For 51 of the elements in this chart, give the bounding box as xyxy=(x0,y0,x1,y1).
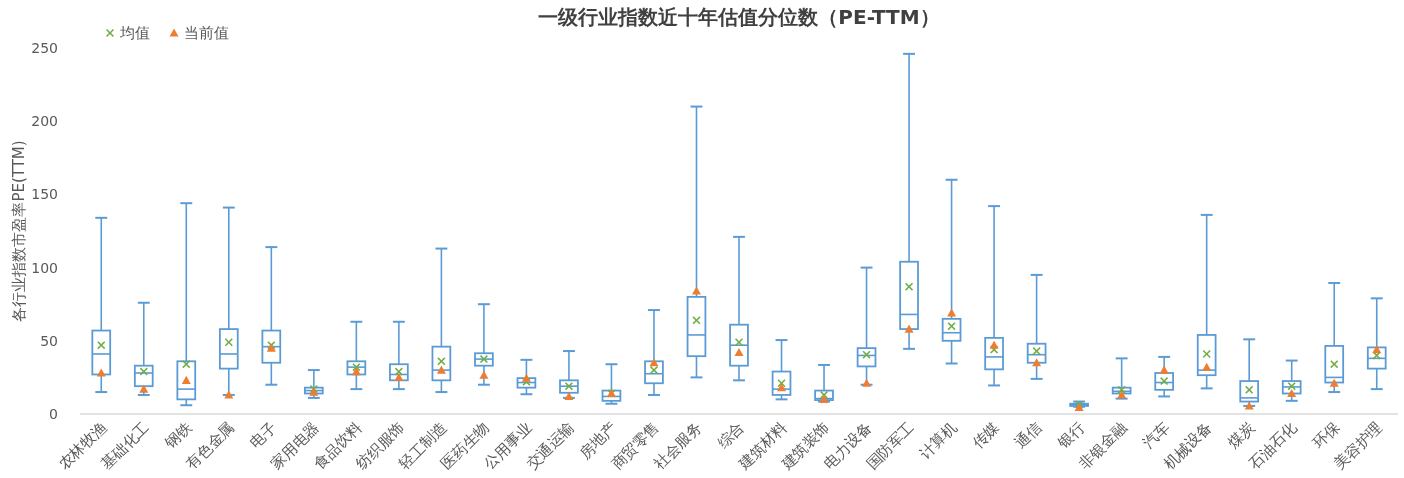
x-tick-label: 汽车 xyxy=(1139,418,1173,453)
point xyxy=(989,340,999,349)
y-tick-label: 150 xyxy=(31,186,58,203)
point xyxy=(905,282,914,291)
chart-title: 一级行业指数近十年估值分位数（PE-TTM） xyxy=(538,5,940,29)
point xyxy=(1117,390,1127,399)
point xyxy=(1330,360,1339,369)
x-tick-label: 煤炭 xyxy=(1224,418,1259,453)
point xyxy=(479,370,489,379)
y-tick-label: 200 xyxy=(31,113,58,130)
point xyxy=(692,316,701,325)
point xyxy=(691,286,701,295)
x-tick-label: 银行 xyxy=(1053,418,1088,453)
point xyxy=(1202,349,1211,358)
point xyxy=(436,365,446,374)
y-tick-label: 100 xyxy=(31,259,58,276)
x-tick-label: 通信 xyxy=(1011,418,1046,453)
y-axis-title: 各行业指数市盈率PE(TTM) xyxy=(10,140,28,322)
x-tick-label: 综合 xyxy=(713,418,748,453)
point xyxy=(1287,389,1297,398)
legend-label: 当前值 xyxy=(184,24,229,42)
point xyxy=(139,384,149,393)
x-tick-label: 钢铁 xyxy=(160,418,196,453)
point xyxy=(1117,385,1126,394)
point xyxy=(734,348,744,357)
point xyxy=(1202,362,1212,371)
y-tick-label: 50 xyxy=(40,332,58,349)
x-tick-label: 电子 xyxy=(246,418,281,453)
x-tick-label: 计算机 xyxy=(915,418,961,463)
point xyxy=(564,391,574,401)
point xyxy=(904,324,914,333)
point xyxy=(97,341,106,350)
point xyxy=(1329,378,1339,387)
y-tick-label: 0 xyxy=(49,406,58,422)
point xyxy=(437,357,446,366)
point xyxy=(862,378,872,387)
y-tick-label: 250 xyxy=(31,40,58,56)
point xyxy=(1159,365,1169,374)
point xyxy=(224,338,233,347)
point xyxy=(181,375,191,384)
point xyxy=(182,360,191,369)
legend-label: 均值 xyxy=(119,24,150,42)
x-tick-label: 传媒 xyxy=(968,418,1003,453)
point xyxy=(649,358,659,367)
x-tick-label: 环保 xyxy=(1309,418,1344,453)
point xyxy=(1032,358,1042,367)
point xyxy=(521,373,531,382)
point xyxy=(947,308,957,317)
point xyxy=(96,368,106,377)
point xyxy=(1372,345,1382,354)
point xyxy=(735,338,743,347)
